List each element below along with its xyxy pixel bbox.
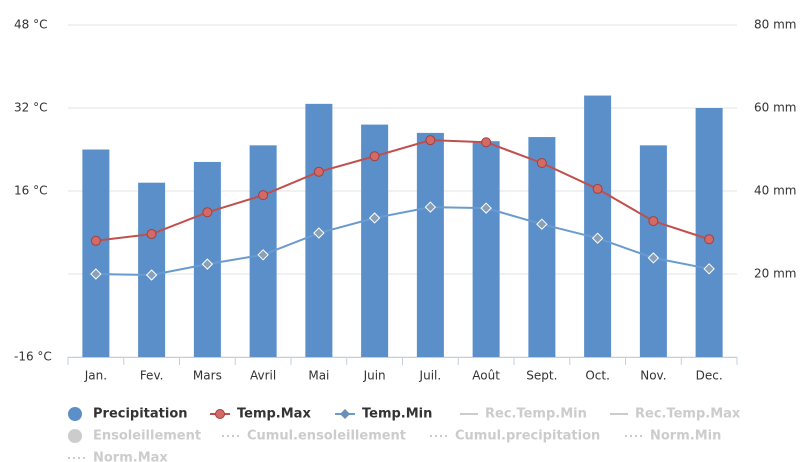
bar: [584, 95, 612, 358]
marker: [369, 151, 380, 162]
legend-label: Temp.Min: [362, 407, 432, 422]
marker: [201, 258, 214, 270]
x-tick-label: Fev.: [140, 369, 164, 383]
marker: [368, 212, 381, 224]
marker: [146, 229, 157, 240]
marker: [90, 235, 101, 246]
marker: [648, 216, 659, 227]
legend-symbol: [215, 409, 225, 419]
marker: [313, 227, 325, 239]
y-tick-label: 32 °C: [14, 101, 47, 115]
marker: [202, 207, 213, 218]
bar: [472, 141, 500, 357]
y-tick-label: 48 °C: [14, 18, 47, 32]
marker: [258, 190, 269, 201]
legend-label: Temp.Max: [237, 407, 311, 422]
legend-label: Ensoleillement: [93, 429, 201, 444]
legend-label: Cumul.ensoleillement: [247, 429, 406, 444]
bar: [695, 108, 723, 357]
marker: [257, 249, 269, 261]
x-tick-label: Mars: [193, 369, 222, 383]
legend-label: Precipitation: [93, 407, 188, 422]
y-tick-label: -16 °C: [14, 350, 52, 364]
marker: [424, 201, 437, 213]
y-tick-label: 16 °C: [14, 184, 47, 198]
x-tick-label: Mai: [308, 369, 329, 383]
x-tick-label: Jan.: [84, 369, 107, 383]
line: [95, 206, 710, 277]
marker: [313, 166, 324, 177]
marker: [592, 183, 603, 194]
line: [95, 139, 710, 242]
marker: [536, 218, 548, 230]
x-tick-label: Juil.: [419, 369, 442, 383]
marker: [480, 202, 492, 214]
x-tick-label: Dec.: [696, 369, 723, 383]
x-tick-label: Nov.: [640, 369, 666, 383]
marker: [703, 263, 715, 275]
legend-symbol: [340, 409, 350, 419]
legend-symbol: [68, 429, 82, 443]
y2-tick-label: 20 mm: [754, 267, 796, 281]
bar: [361, 124, 389, 357]
y2-tick-label: 80 mm: [754, 18, 796, 32]
legend-label: Norm.Min: [650, 429, 721, 444]
y2-tick-label: 40 mm: [754, 184, 796, 198]
bar: [528, 137, 556, 357]
marker: [704, 234, 715, 245]
x-tick-label: Avril: [250, 369, 276, 383]
marker: [536, 157, 547, 168]
legend-label: Rec.Temp.Min: [485, 407, 587, 422]
bar: [639, 145, 667, 357]
marker: [647, 252, 660, 264]
marker: [145, 269, 158, 281]
y2-tick-label: 60 mm: [754, 101, 796, 115]
x-tick-label: Juin: [363, 369, 386, 383]
legend-symbol: [68, 407, 82, 421]
marker: [90, 268, 102, 280]
legend-label: Rec.Temp.Max: [635, 407, 741, 422]
marker: [481, 137, 492, 148]
x-tick-label: Août: [472, 369, 500, 383]
bar: [82, 149, 110, 357]
marker: [591, 232, 604, 244]
bar: [416, 132, 444, 357]
x-tick-label: Sept.: [526, 369, 557, 383]
legend-label: Norm.Max: [93, 451, 168, 462]
marker: [425, 135, 436, 146]
x-tick-label: Oct.: [585, 369, 610, 383]
legend-label: Cumul.precipitation: [455, 429, 600, 444]
